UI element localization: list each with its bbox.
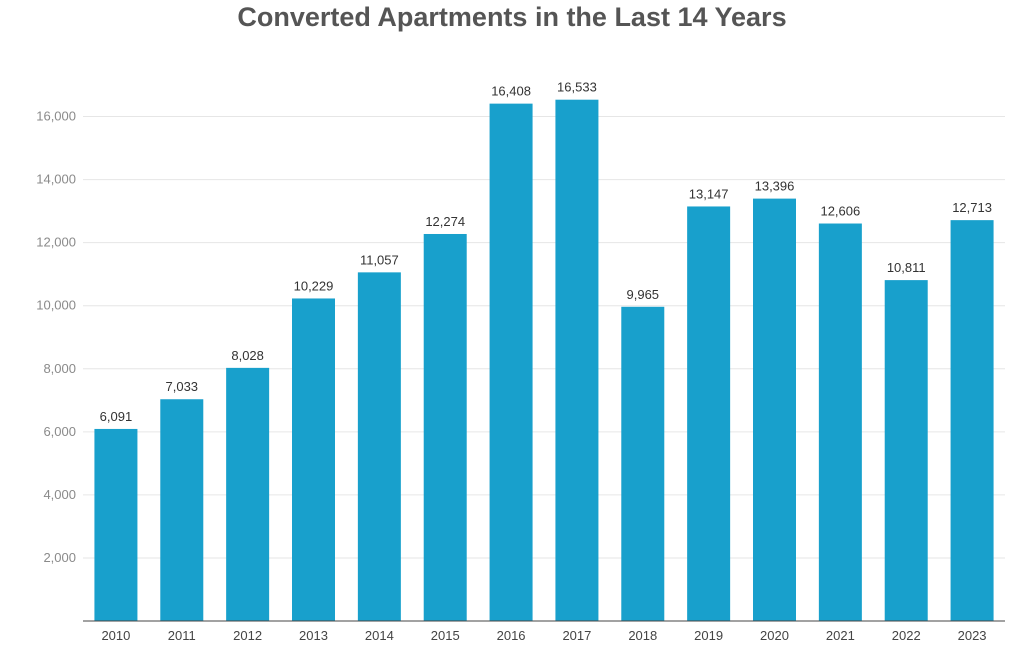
x-tick-label: 2013 (299, 628, 328, 643)
x-axis-ticks: 2010 2011 2012 2013 2014 2015 2016 2017 2018 2019… (101, 628, 986, 643)
bar (818, 223, 862, 621)
bar (950, 220, 994, 621)
data-label: 16,533 (557, 80, 597, 95)
x-tick-label: 2010 (101, 628, 130, 643)
bar (292, 298, 335, 621)
bar (423, 233, 467, 621)
data-label: 6,091 (100, 409, 133, 424)
data-label: 9,965 (627, 287, 660, 302)
x-tick-label: 2012 (233, 628, 262, 643)
y-tick-label: 12,000 (36, 235, 76, 250)
y-tick-label: 6,000 (43, 424, 76, 439)
data-label: 8,028 (231, 348, 264, 363)
x-tick-label: 2011 (168, 628, 196, 643)
bar (555, 99, 599, 621)
data-label: 11,057 (360, 252, 399, 267)
bar (753, 198, 796, 622)
y-tick-label: 10,000 (36, 298, 76, 313)
y-tick-label: 16,000 (36, 109, 76, 124)
x-tick-label: 2016 (497, 628, 526, 643)
data-label: 12,713 (952, 200, 992, 215)
data-label: 7,033 (166, 379, 199, 394)
bars (94, 99, 994, 622)
bar (357, 272, 401, 621)
data-label: 13,396 (755, 179, 795, 194)
y-tick-label: 14,000 (36, 172, 76, 187)
bar (226, 367, 270, 621)
bar (621, 306, 665, 621)
chart-title: Converted Apartments in the Last 14 Year… (237, 2, 787, 32)
y-tick-label: 8,000 (43, 361, 76, 376)
x-tick-label: 2021 (826, 628, 855, 643)
y-tick-label: 2,000 (43, 550, 76, 565)
x-tick-label: 2015 (431, 628, 460, 643)
data-label: 10,811 (887, 260, 926, 275)
gridlines (83, 116, 1005, 559)
bar (94, 428, 138, 621)
data-label: 13,147 (689, 186, 729, 201)
x-tick-label: 2019 (694, 628, 723, 643)
x-tick-label: 2017 (562, 628, 591, 643)
bar (884, 280, 928, 621)
x-tick-label: 2014 (365, 628, 394, 643)
bar (687, 206, 731, 621)
y-axis-ticks: 2,000 4,000 6,000 8,000 10,000 12,000 14,000 16… (36, 109, 76, 565)
x-tick-label: 2018 (628, 628, 657, 643)
x-tick-label: 2023 (958, 628, 987, 643)
data-label: 10,229 (294, 278, 334, 293)
x-tick-label: 2022 (892, 628, 921, 643)
data-label: 16,408 (491, 84, 531, 99)
data-labels: 6,091 7,033 8,028 10,229 11,057 12,274 16,408 1… (100, 80, 992, 424)
data-label: 12,606 (820, 204, 860, 219)
data-label: 12,274 (425, 214, 465, 229)
bar (160, 399, 204, 621)
x-tick-label: 2020 (760, 628, 789, 643)
y-tick-label: 4,000 (43, 487, 76, 502)
bar (489, 103, 533, 621)
